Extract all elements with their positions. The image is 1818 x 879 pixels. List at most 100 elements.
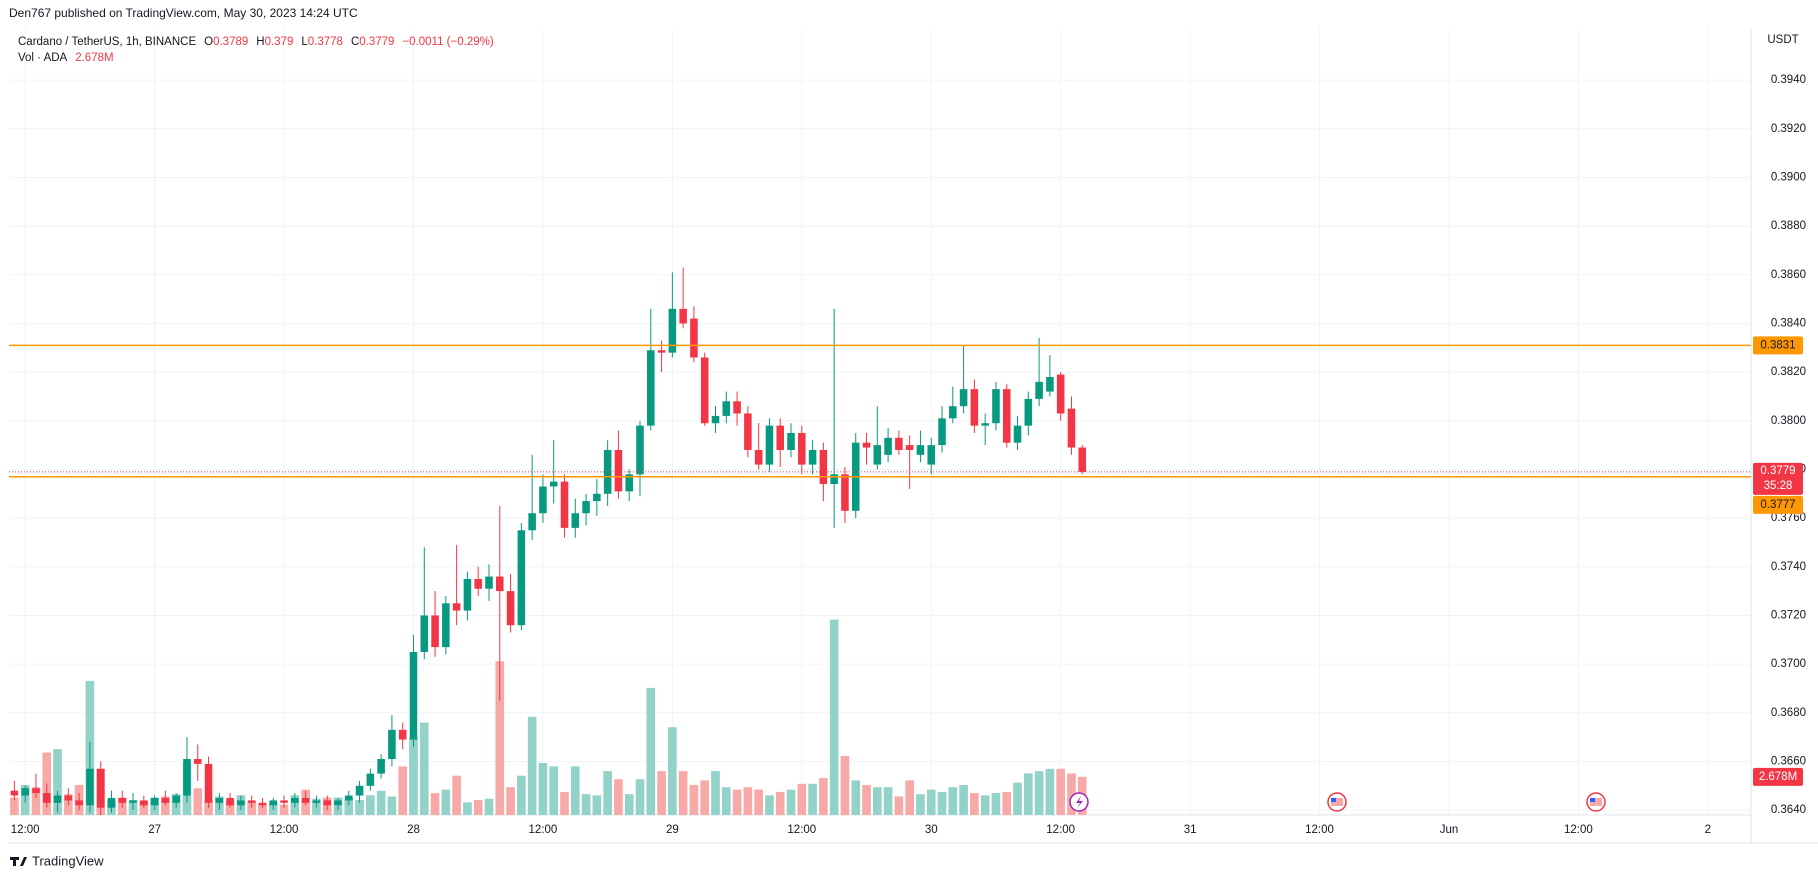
candle-body	[657, 350, 666, 353]
y-tick-label: 0.3900	[1771, 171, 1806, 183]
candle-body	[107, 797, 116, 808]
candle-body	[560, 481, 569, 528]
candle-body	[571, 513, 580, 528]
event-marker[interactable]	[1327, 792, 1347, 812]
event-marker[interactable]	[1586, 792, 1606, 812]
candle-body	[247, 800, 256, 803]
candle-body	[647, 350, 655, 426]
volume-bar	[344, 797, 354, 815]
candle-body	[959, 389, 968, 407]
volume-bar	[624, 794, 634, 815]
x-tick-label: 2	[1705, 824, 1711, 836]
candle-body	[830, 474, 838, 485]
y-tick-label: 0.3680	[1771, 707, 1806, 719]
volume-bar	[872, 787, 882, 815]
candle-body	[204, 763, 213, 803]
last-price-box	[1753, 462, 1803, 495]
candle-body	[183, 759, 191, 796]
candle-body	[841, 474, 849, 511]
candle-body	[679, 308, 687, 324]
candle-body	[118, 797, 127, 803]
volume-bar	[743, 787, 753, 815]
candle-body	[377, 759, 385, 774]
volume-bar	[430, 793, 440, 815]
candle-body	[636, 425, 644, 475]
candle-body	[733, 401, 741, 414]
candle-body	[280, 800, 288, 803]
volume-bar	[376, 790, 386, 815]
legend-prefix: C	[351, 36, 359, 48]
volume-bar	[398, 766, 408, 815]
candle-body	[1056, 374, 1065, 414]
candle-body	[895, 437, 903, 450]
candle-body	[754, 449, 763, 465]
candle-body	[474, 578, 482, 589]
volume-bar	[1023, 773, 1033, 815]
volume-bar	[247, 801, 257, 815]
volume-bar	[452, 775, 461, 815]
volume-bar	[937, 791, 947, 815]
x-tick-label: 12:00	[1564, 824, 1593, 836]
candle-body	[269, 800, 278, 806]
candle-body	[193, 759, 202, 764]
volume-bar	[31, 787, 41, 815]
candle-body	[700, 357, 709, 424]
candle-body	[215, 797, 224, 803]
candle-body	[140, 800, 148, 806]
y-tick-label: 0.3840	[1771, 317, 1806, 329]
candle-body	[344, 795, 353, 801]
legend-prefix: L	[301, 36, 308, 48]
y-tick-label: 0.3880	[1771, 220, 1806, 232]
y-tick-label: 0.3740	[1771, 561, 1806, 573]
volume-bar	[463, 802, 472, 815]
byline: Den767 published on TradingView.com, May…	[9, 6, 358, 20]
x-tick-label: Jun	[1440, 824, 1459, 836]
volume-bar	[517, 775, 526, 815]
candle-body	[161, 797, 170, 803]
volume-bar	[1067, 773, 1076, 815]
x-tick-label: 28	[407, 824, 420, 836]
y-tick-label: 0.3800	[1771, 415, 1806, 427]
volume-bar	[355, 800, 364, 815]
candle-body	[53, 795, 62, 803]
candle-layer	[10, 267, 1087, 815]
volume-bar	[959, 784, 968, 815]
candle-body	[1035, 381, 1043, 399]
volume-bar	[484, 798, 494, 815]
volume-bar	[711, 771, 720, 815]
y-tick-label: 0.3940	[1771, 74, 1806, 86]
level-box	[1753, 495, 1803, 514]
volume-bar	[592, 795, 602, 815]
volume-bar	[1002, 791, 1012, 815]
candle-body	[1078, 447, 1087, 472]
volume-bar	[754, 789, 763, 815]
volume-bar	[646, 687, 656, 815]
last-price-label: 0.3779	[1760, 465, 1795, 477]
candle-body	[549, 481, 558, 487]
candle-body	[582, 501, 590, 514]
volume-bar	[894, 796, 904, 815]
volume-bar	[980, 795, 990, 815]
candle-body	[172, 795, 180, 803]
candle-body	[21, 788, 29, 796]
legend-prefix: H	[256, 36, 264, 48]
legend-change: −0.0011 (−0.29%)	[402, 36, 493, 48]
candle-body	[150, 797, 159, 806]
event-marker[interactable]	[1069, 792, 1089, 812]
volume-bar	[851, 780, 861, 815]
legend-value: 0.3778	[308, 36, 343, 48]
y-tick-label: 0.3720	[1771, 609, 1806, 621]
candle-body	[442, 603, 450, 648]
volume-bar	[549, 766, 559, 815]
volume-bar	[139, 801, 149, 815]
volume-bar	[829, 619, 839, 815]
volume-bar	[970, 793, 979, 815]
volume-bar	[10, 797, 19, 815]
candle-body	[1046, 376, 1054, 392]
volume-bar	[991, 793, 1001, 815]
volume-label-box	[1753, 767, 1803, 786]
y-tick-label: 0.3640	[1771, 804, 1806, 816]
volume-bar	[948, 787, 958, 815]
candle-body	[808, 449, 817, 465]
